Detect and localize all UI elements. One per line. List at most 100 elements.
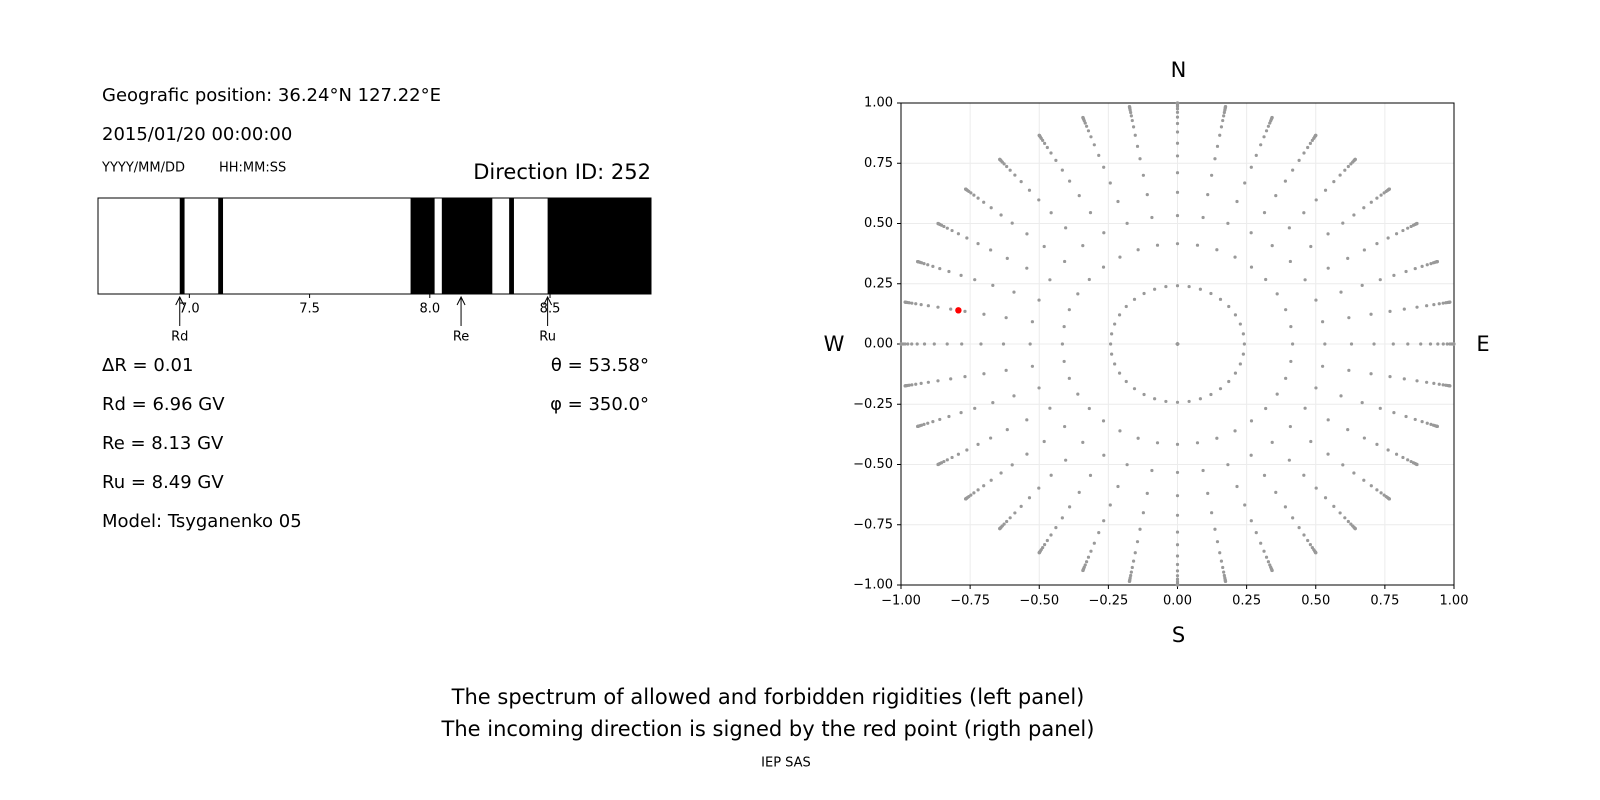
- direction-point: [938, 417, 942, 422]
- x-tick-label: 0.50: [1301, 594, 1330, 609]
- direction-point: [956, 232, 961, 236]
- direction-point: [1218, 387, 1223, 391]
- direction-id: Direction ID: 252: [473, 160, 651, 184]
- direction-point: [1409, 459, 1413, 464]
- direction-point: [1060, 342, 1064, 346]
- direction-point: [1259, 541, 1263, 545]
- direction-point: [906, 342, 910, 346]
- direction-point: [945, 342, 949, 346]
- direction-point: [1101, 265, 1106, 269]
- direction-point: [1287, 226, 1291, 230]
- direction-point: [1266, 124, 1271, 128]
- direction-point: [999, 471, 1003, 475]
- direction-point: [1360, 283, 1364, 288]
- direction-point: [1025, 266, 1029, 270]
- direction-point: [1297, 158, 1301, 163]
- direction-point: [1264, 277, 1268, 282]
- direction-point: [1297, 525, 1301, 530]
- direction-point: [982, 484, 986, 488]
- direction-point: [1386, 236, 1390, 240]
- direction-point: [914, 382, 918, 386]
- model: Model: Tsyganenko 05: [102, 511, 302, 532]
- direction-point: [915, 342, 919, 346]
- direction-point: [1339, 290, 1343, 294]
- direction-point: [1238, 362, 1242, 366]
- ru: Ru = 8.49 GV: [102, 472, 224, 493]
- direction-point: [1005, 256, 1009, 260]
- direction-point: [1127, 579, 1132, 583]
- direction-point: [1218, 297, 1223, 301]
- direction-point: [959, 273, 963, 277]
- direction-point: [1164, 284, 1168, 289]
- direction-point: [1352, 213, 1356, 217]
- direction-point: [1135, 540, 1140, 544]
- direction-point: [1215, 144, 1220, 148]
- direction-point: [1087, 277, 1091, 282]
- direction-point: [1025, 232, 1029, 236]
- direction-point: [972, 491, 976, 495]
- direction-point: [1145, 193, 1149, 197]
- direction-point: [1067, 376, 1071, 380]
- direction-point: [1323, 342, 1327, 346]
- direction-point: [991, 283, 995, 288]
- direction-point: [1206, 193, 1210, 197]
- direction-point: [1150, 215, 1154, 220]
- direction-point: [1415, 305, 1419, 309]
- direction-point: [931, 264, 935, 268]
- direction-point: [1448, 300, 1452, 304]
- direction-point: [1043, 141, 1047, 145]
- direction-point: [1089, 549, 1093, 553]
- direction-point: [1077, 194, 1081, 198]
- y-tick-label: −1.00: [853, 578, 893, 593]
- direction-point: [1048, 406, 1052, 410]
- direction-point: [1375, 196, 1379, 200]
- direction-point: [1175, 242, 1180, 246]
- direction-point: [1037, 486, 1041, 490]
- direction-point: [989, 206, 993, 210]
- rd: Rd = 6.96 GV: [102, 394, 225, 415]
- direction-point: [1010, 221, 1014, 225]
- y-tick-label: 0.50: [864, 216, 893, 231]
- direction-point: [1136, 248, 1140, 252]
- direction-point: [1429, 261, 1433, 266]
- direction-point: [1375, 442, 1379, 446]
- arrow-head: [175, 295, 185, 306]
- direction-point: [1249, 265, 1254, 269]
- direction-point: [1394, 452, 1399, 456]
- direction-point: [1132, 297, 1137, 301]
- direction-point: [1131, 125, 1136, 129]
- direction-point: [1102, 519, 1106, 523]
- direction-point: [1326, 418, 1330, 422]
- direction-point: [1042, 439, 1046, 444]
- direction-point: [1241, 352, 1245, 356]
- forbidden-band: [410, 198, 435, 294]
- direction-point: [1343, 168, 1347, 172]
- direction-point: [1425, 304, 1429, 308]
- direction-point: [989, 478, 993, 482]
- direction-point: [1136, 436, 1140, 440]
- direction-point: [1388, 309, 1392, 313]
- direction-point: [1387, 497, 1391, 501]
- direction-point: [1437, 302, 1441, 306]
- direction-point: [1314, 133, 1318, 137]
- direction-point: [1054, 158, 1058, 163]
- direction-point: [1145, 491, 1149, 495]
- direction-point: [1088, 211, 1093, 215]
- direction-point: [1064, 458, 1068, 462]
- direction-point: [926, 380, 930, 384]
- direction-point: [1221, 565, 1225, 570]
- direction-point: [1243, 503, 1247, 507]
- direction-point: [942, 459, 946, 464]
- direction-point: [1264, 129, 1269, 133]
- direction-point: [1008, 168, 1012, 172]
- re: Re = 8.13 GV: [102, 433, 224, 454]
- direction-point: [1001, 342, 1006, 346]
- direction-point: [1141, 173, 1145, 177]
- direction-point: [1341, 221, 1345, 225]
- direction-point: [1332, 504, 1336, 508]
- direction-point: [1375, 488, 1379, 492]
- direction-point: [1076, 292, 1080, 296]
- direction-point: [1233, 429, 1237, 433]
- direction-point: [1392, 273, 1396, 277]
- direction-point: [1117, 371, 1122, 375]
